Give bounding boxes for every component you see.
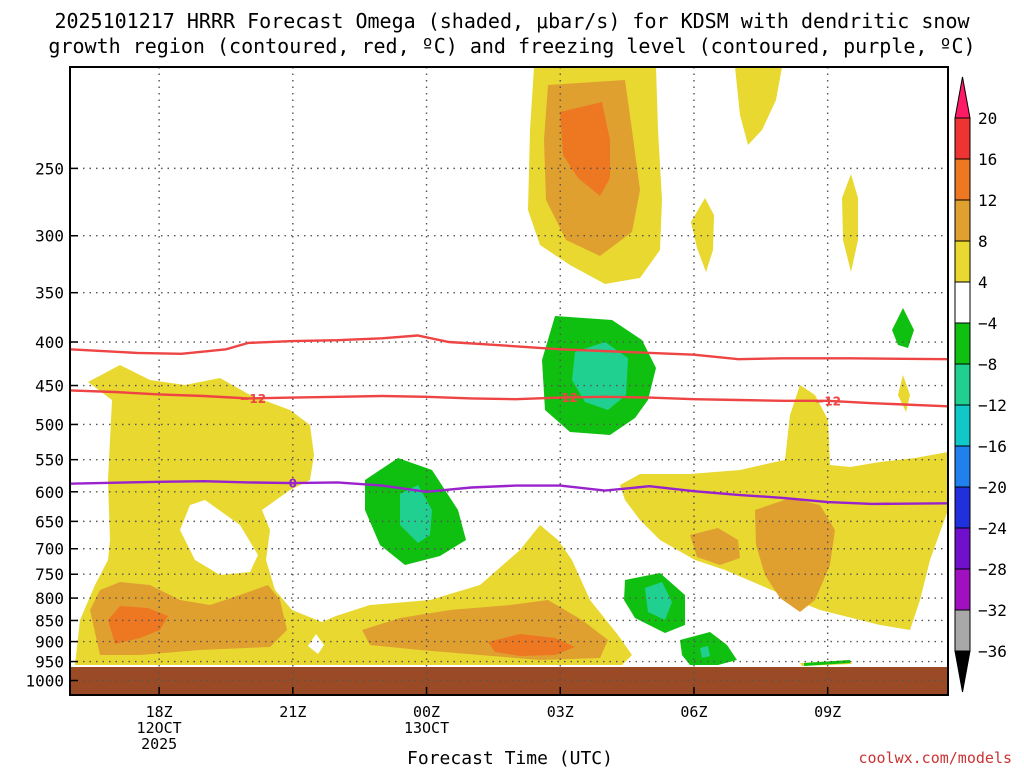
site-credit: coolwx.com/models <box>858 749 1012 767</box>
y-tick-label: 350 <box>35 284 64 303</box>
colorbar-label: −32 <box>978 601 1007 620</box>
contour-label: −12 <box>814 394 841 408</box>
colorbar-label: −12 <box>978 396 1007 415</box>
y-tick-label: 850 <box>35 611 64 630</box>
x-tick-label: 12OCT <box>137 719 182 737</box>
x-axis-label: Forecast Time (UTC) <box>407 748 613 768</box>
colorbar-swatch <box>954 281 971 324</box>
omega-yellow-blob-300-right <box>842 174 858 272</box>
x-tick-label: 18Z <box>146 703 173 721</box>
colorbar-label: 8 <box>978 232 988 251</box>
colorbar-swatch <box>954 322 971 365</box>
contour-label: −12 <box>551 391 578 405</box>
colorbar-label: 16 <box>978 150 997 169</box>
colorbar-swatch <box>954 117 971 160</box>
contour-label: 0 <box>289 477 297 491</box>
omega-yellow-blob-300-left <box>691 198 714 272</box>
omega-orange-lowlevel-02z <box>488 634 575 656</box>
colorbar-label: 20 <box>978 109 997 128</box>
y-tick-label: 600 <box>35 483 64 502</box>
colorbar-label: −24 <box>978 519 1007 538</box>
colorbar-label: −20 <box>978 478 1007 497</box>
omega-seagreen-450mb <box>572 342 628 410</box>
omega-green-400mb-small <box>892 308 914 348</box>
x-tick-label: 03Z <box>547 703 574 721</box>
omega-yellow-blob-400 <box>898 375 910 412</box>
y-tick-label: 800 <box>35 589 64 608</box>
x-tick-label: 13OCT <box>404 719 449 737</box>
y-tick-label: 500 <box>35 415 64 434</box>
colorbar-label: −28 <box>978 560 1007 579</box>
colorbar-label: −4 <box>978 314 997 333</box>
colorbar-swatch <box>954 486 971 529</box>
x-tick-label: 06Z <box>680 703 707 721</box>
omega-seagreen-830mb <box>645 582 672 620</box>
x-tick-label: 00Z <box>413 703 440 721</box>
chart-title-line-2: growth region (contoured, red, ºC) and f… <box>48 34 975 58</box>
y-axis: 250 300 350 400 450 500 550 600 650 700 750 800 850 9… <box>25 159 78 691</box>
colorbar-swatch <box>954 363 971 406</box>
colorbar-label: 12 <box>978 191 997 210</box>
colorbar-swatch <box>954 527 971 570</box>
omega-seagreen-950mb <box>700 646 710 658</box>
y-tick-label: 450 <box>35 377 64 396</box>
omega-white-hole-left <box>180 500 258 575</box>
contour-label: −12 <box>239 392 266 406</box>
contour-line-freezing_level_0 <box>70 479 948 506</box>
colorbar-swatch <box>954 158 971 201</box>
omega-gold-small-east <box>690 528 740 565</box>
omega-yellow-top-right <box>735 67 782 145</box>
contour-labels: −12 −12 −12 0 <box>239 391 841 491</box>
ground-below-surface <box>70 667 948 695</box>
contour-lines <box>70 334 948 506</box>
colorbar: 20 16 12 8 4 −4 −8 −12 −16 −20 −24 −28 −32 −36 <box>954 76 1007 693</box>
omega-orange-upper-core <box>560 102 610 196</box>
plot-frame <box>69 66 949 696</box>
y-tick-label: 700 <box>35 540 64 559</box>
y-tick-label: 750 <box>35 565 64 584</box>
omega-seagreen-650mb <box>400 485 432 543</box>
colorbar-bottom-arrow <box>954 650 971 693</box>
omega-white-hole-small <box>308 634 324 654</box>
y-tick-label: 550 <box>35 451 64 470</box>
colorbar-swatch <box>954 404 971 447</box>
y-tick-label: 900 <box>35 633 64 652</box>
omega-shading <box>70 67 948 695</box>
y-tick-label: 400 <box>35 333 64 352</box>
contour-line-dendritic_upper_minus12 <box>70 334 948 361</box>
colorbar-label: −16 <box>978 437 1007 456</box>
y-tick-label: 300 <box>35 227 64 246</box>
x-tick-label: 09Z <box>814 703 841 721</box>
omega-yellow-lowlevel-west <box>75 365 632 665</box>
contour-line-dendritic_lower_minus12 <box>70 389 948 408</box>
x-tick-label: 2025 <box>141 735 177 753</box>
colorbar-swatch <box>954 609 971 652</box>
colorbar-swatch <box>954 445 971 488</box>
chart-gridlines <box>70 67 948 695</box>
colorbar-swatch <box>954 240 971 283</box>
omega-gold-mid-east <box>755 498 835 612</box>
colorbar-label: −8 <box>978 355 997 374</box>
y-tick-label: 250 <box>35 159 64 178</box>
colorbar-label: 4 <box>978 273 988 292</box>
colorbar-swatch <box>954 199 971 242</box>
y-tick-label: 950 <box>35 653 64 672</box>
y-tick-label: 650 <box>35 512 64 531</box>
omega-orange-lowlevel-18z <box>108 606 168 644</box>
y-tick-label: 1000 <box>25 672 64 691</box>
x-tick-label: 21Z <box>279 703 306 721</box>
colorbar-top-arrow <box>954 76 971 119</box>
colorbar-swatch <box>954 568 971 611</box>
chart-title-line-1: 2025101217 HRRR Forecast Omega (shaded, … <box>54 9 970 33</box>
colorbar-label: −36 <box>978 642 1007 661</box>
